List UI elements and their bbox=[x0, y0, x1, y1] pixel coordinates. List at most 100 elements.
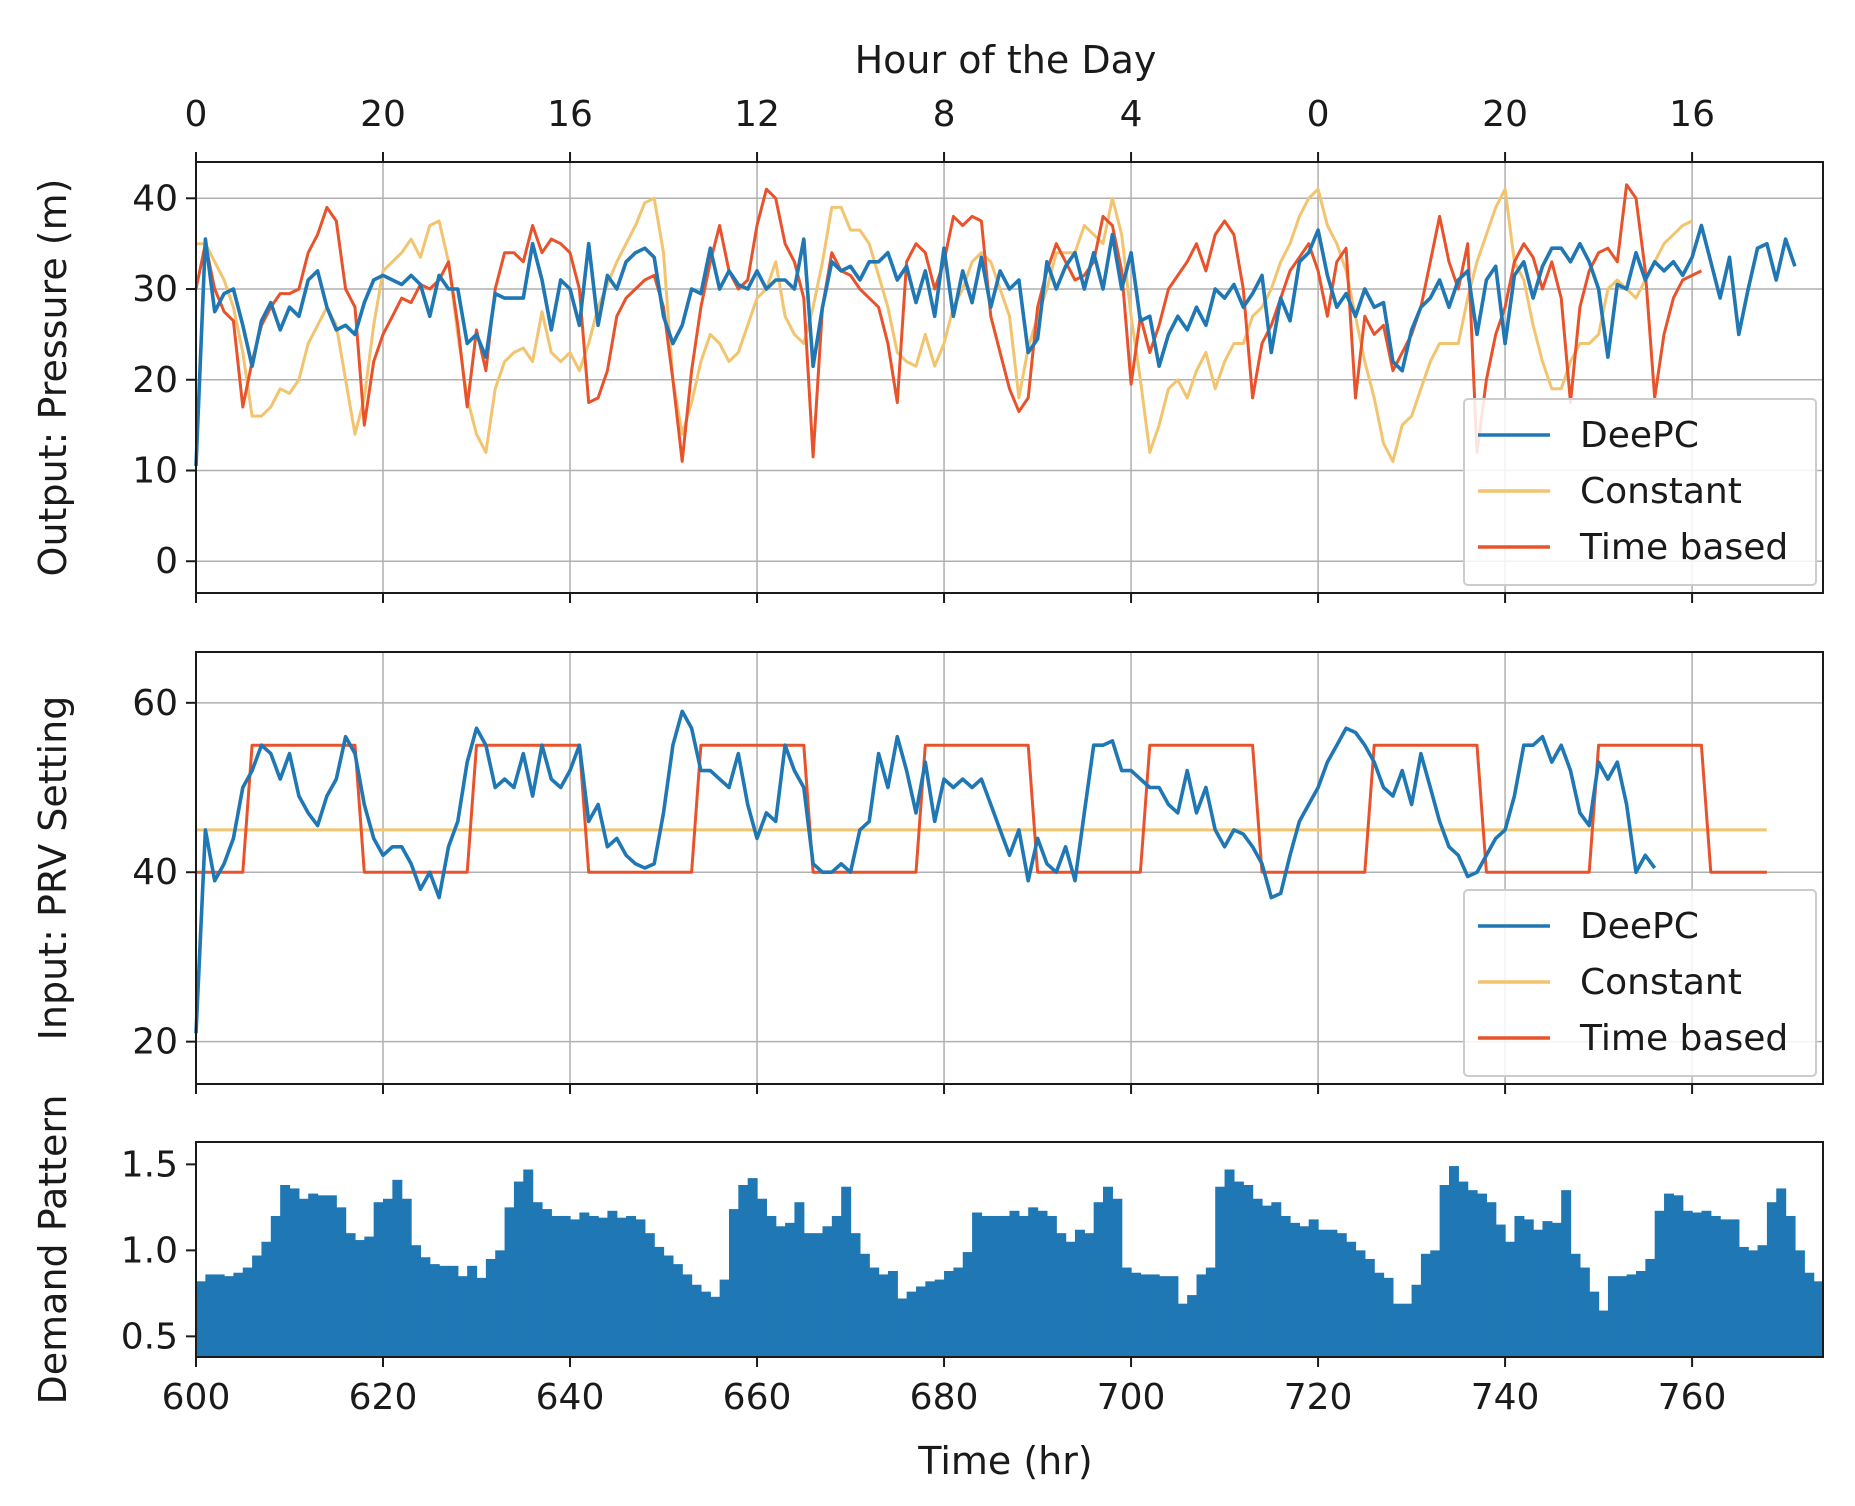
demand-bar bbox=[1430, 1250, 1441, 1357]
demand-bar bbox=[1261, 1205, 1272, 1357]
prv-setting-panel: 20 40 60 Input: PRV Setting DeePC Constant… bbox=[31, 651, 1824, 1094]
y-tick-label: 20 bbox=[132, 1022, 178, 1063]
demand-bar bbox=[1673, 1195, 1684, 1357]
demand-bar bbox=[1327, 1229, 1338, 1357]
demand-bar bbox=[1776, 1188, 1787, 1357]
demand-bar bbox=[663, 1255, 674, 1357]
demand-bar bbox=[1701, 1210, 1712, 1357]
demand-bar bbox=[1346, 1241, 1357, 1357]
demand-bar bbox=[364, 1236, 375, 1357]
prv-legend-box bbox=[1463, 889, 1817, 1077]
demand-bar bbox=[1551, 1222, 1562, 1357]
pressure-y-ticks: 0 10 20 30 40 bbox=[132, 178, 196, 582]
demand-bar bbox=[1308, 1219, 1319, 1357]
demand-bar bbox=[495, 1250, 506, 1357]
y-tick-label: 10 bbox=[132, 451, 178, 492]
demand-bar bbox=[953, 1267, 964, 1357]
demand-bar bbox=[1682, 1210, 1693, 1357]
y-tick-label: 1.5 bbox=[121, 1144, 178, 1185]
x-tick-label: 680 bbox=[910, 1377, 979, 1418]
demand-bar bbox=[906, 1291, 917, 1357]
demand-bar bbox=[392, 1179, 403, 1357]
demand-bar bbox=[504, 1207, 515, 1357]
demand-bar bbox=[1664, 1193, 1674, 1357]
prv-legend-label-time-based: Time based bbox=[1579, 1018, 1788, 1059]
series-line-time-based bbox=[196, 743, 1767, 874]
demand-bar bbox=[401, 1198, 412, 1357]
demand-bar bbox=[261, 1241, 272, 1357]
demand-bar bbox=[317, 1195, 328, 1357]
x-tick-label: 640 bbox=[536, 1377, 605, 1418]
demand-bar bbox=[1084, 1233, 1095, 1357]
demand-bar bbox=[700, 1291, 711, 1357]
pressure-series bbox=[194, 183, 1797, 467]
demand-bar bbox=[1477, 1193, 1487, 1357]
demand-bar bbox=[1579, 1267, 1590, 1357]
demand-bar bbox=[616, 1217, 627, 1357]
demand-bar bbox=[1607, 1276, 1618, 1357]
time-axis-label: Time (hr) bbox=[917, 1439, 1092, 1483]
demand-bar bbox=[1121, 1267, 1132, 1357]
demand-bar bbox=[1710, 1215, 1721, 1357]
series-line-deepc bbox=[194, 709, 1657, 1034]
x-tick-label: 720 bbox=[1284, 1377, 1353, 1418]
demand-bar bbox=[1748, 1250, 1759, 1357]
x-tick-label: 700 bbox=[1097, 1377, 1166, 1418]
demand-bar bbox=[1215, 1186, 1226, 1357]
demand-panel: 0.5 1.0 1.5 600 620 640 660 680 700 720 740 760 De… bbox=[31, 1095, 1824, 1418]
demand-bar bbox=[1205, 1267, 1216, 1357]
demand-bar bbox=[962, 1252, 973, 1357]
demand-bar bbox=[1299, 1226, 1310, 1357]
demand-bar bbox=[691, 1284, 702, 1357]
demand-bar bbox=[635, 1219, 646, 1357]
demand-bar bbox=[354, 1240, 365, 1357]
demand-bar bbox=[1626, 1274, 1637, 1357]
demand-bar bbox=[1635, 1271, 1646, 1357]
demand-bar bbox=[485, 1258, 496, 1357]
demand-bar bbox=[972, 1212, 983, 1357]
hour-tick-label: 20 bbox=[1482, 94, 1528, 135]
demand-bar bbox=[1318, 1229, 1329, 1357]
demand-bar bbox=[1028, 1207, 1039, 1357]
x-tick-label: 620 bbox=[349, 1377, 418, 1418]
y-tick-label: 30 bbox=[132, 269, 178, 310]
demand-bar bbox=[1804, 1272, 1815, 1357]
pressure-x-ticks bbox=[195, 152, 1694, 603]
pressure-panel: 0 10 20 30 40 Output: Pressure (m) DeePC Con… bbox=[31, 152, 1824, 603]
demand-bar bbox=[850, 1233, 861, 1357]
demand-bar bbox=[803, 1233, 814, 1357]
demand-bar bbox=[532, 1202, 543, 1357]
demand-bars bbox=[196, 1166, 1824, 1357]
hour-tick-label: 8 bbox=[933, 94, 956, 135]
y-tick-label: 0.5 bbox=[121, 1316, 178, 1357]
series-line-time-based bbox=[194, 183, 1703, 463]
demand-bar bbox=[1103, 1186, 1113, 1357]
demand-bar bbox=[1757, 1245, 1768, 1357]
demand-bar bbox=[1766, 1202, 1777, 1357]
demand-bar bbox=[785, 1222, 796, 1357]
demand-bar bbox=[1243, 1185, 1254, 1357]
demand-bar bbox=[1374, 1272, 1385, 1357]
demand-bar bbox=[1523, 1219, 1534, 1357]
demand-bar bbox=[1009, 1210, 1020, 1357]
demand-bar bbox=[1645, 1258, 1656, 1357]
demand-bar bbox=[541, 1209, 552, 1357]
demand-bar bbox=[467, 1265, 478, 1357]
prv-y-axis-label: Input: PRV Setting bbox=[31, 696, 75, 1041]
pressure-legend-box bbox=[1463, 398, 1817, 586]
demand-bar bbox=[429, 1264, 440, 1357]
demand-y-ticks: 0.5 1.0 1.5 bbox=[121, 1144, 196, 1357]
demand-bar bbox=[1074, 1229, 1085, 1357]
demand-bar bbox=[1785, 1215, 1796, 1357]
demand-bar bbox=[1056, 1233, 1067, 1357]
demand-bar bbox=[1448, 1166, 1459, 1357]
demand-bar bbox=[728, 1209, 739, 1357]
demand-bar bbox=[476, 1277, 487, 1357]
pressure-legend: DeePC Constant Time based bbox=[1463, 398, 1817, 586]
prv-series bbox=[194, 709, 1767, 1034]
hour-tick-label: 0 bbox=[1307, 94, 1330, 135]
demand-bar bbox=[766, 1215, 777, 1357]
demand-bar bbox=[654, 1246, 665, 1357]
demand-bar bbox=[1486, 1202, 1497, 1357]
demand-bar bbox=[280, 1185, 291, 1357]
